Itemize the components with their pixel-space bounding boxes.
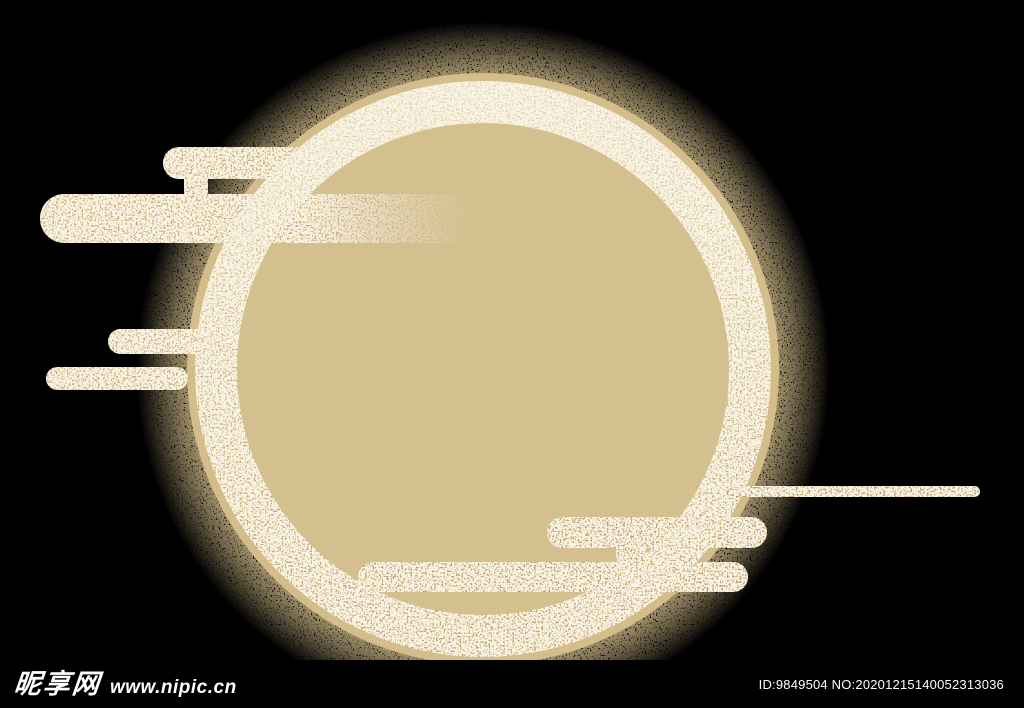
site-logo: 昵享网 www.nipic.cn — [12, 668, 237, 699]
glitter-ring — [195, 81, 771, 657]
site-name: 昵享网 — [12, 668, 103, 699]
right-accent-line — [726, 486, 980, 497]
site-url: www.nipic.cn — [110, 676, 237, 698]
center-watermark-dots — [493, 365, 527, 399]
watermark-bar: 昵享网 www.nipic.cn ID:9849504 NO:202012151… — [0, 660, 1024, 708]
circle-interior — [236, 122, 730, 616]
image-id-text: ID:9849504 NO:20201215140052313036 — [758, 676, 1004, 692]
